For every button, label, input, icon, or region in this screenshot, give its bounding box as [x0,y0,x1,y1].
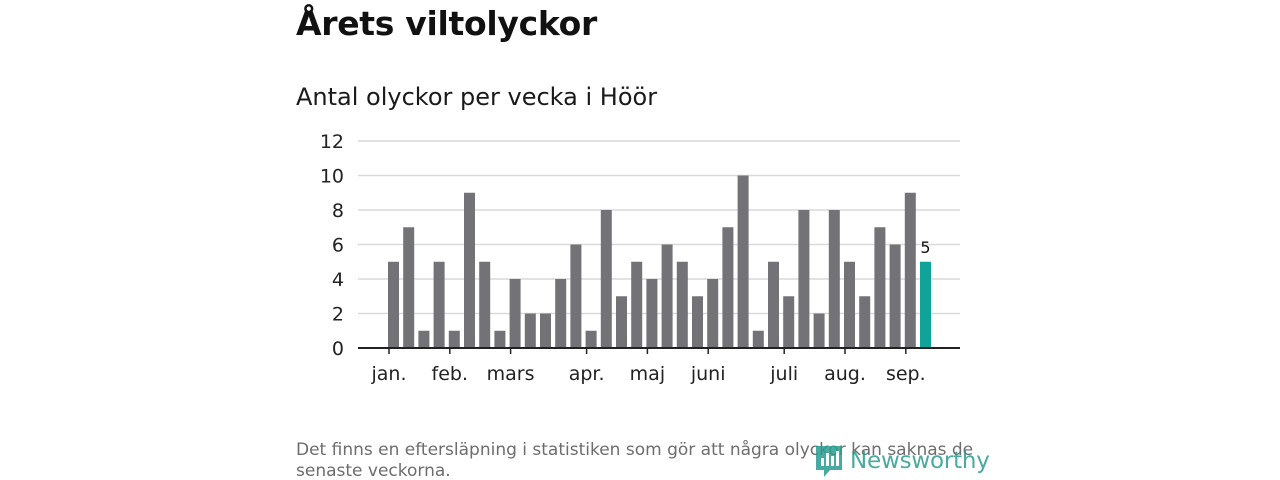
bar [904,192,916,348]
x-tick-label: jan. [370,363,406,385]
bar [813,313,825,348]
y-tick-label: 12 [320,131,344,153]
highlighted-bar [920,261,931,348]
bar [418,330,430,348]
bar [692,296,703,348]
bar [874,227,886,348]
bar [616,296,627,348]
bar [585,330,597,348]
bar [464,192,475,348]
bar [509,279,521,348]
bar [859,296,871,348]
bar [524,313,536,348]
y-tick-label: 6 [332,235,344,257]
bar [631,261,643,348]
x-tick-label: juni [690,363,726,385]
bar [707,279,719,348]
x-tick-label: aug. [824,363,866,385]
page-title: Årets viltolyckor [296,4,597,43]
bar [828,210,840,348]
bar [783,296,795,348]
bar [540,313,551,348]
bar [646,279,658,348]
bar [570,244,582,348]
bar [752,330,764,348]
bar [844,261,855,348]
bar [555,279,567,348]
bar [722,227,734,348]
x-tick-label: juli [769,363,798,385]
chart-subtitle: Antal olyckor per vecka i Höör [296,83,658,111]
bar [494,330,506,348]
bar-chart: 0 2 4 6 8 10 12 5 jan. feb. mars apr. maj juni juli aug… [320,131,960,385]
x-tick-label: apr. [569,363,605,385]
bar [388,261,399,348]
x-tick-label: sep. [886,363,926,385]
y-tick-label: 0 [332,338,344,360]
bar [403,227,415,348]
y-tick-label: 4 [332,269,344,291]
bar [798,210,810,348]
bar [768,261,779,348]
bar [676,261,688,348]
bar [889,244,901,348]
bar [433,261,445,348]
x-tick-label: mars [487,363,535,385]
data-label: 5 [920,238,930,257]
newsworthy-logo-icon [816,446,842,477]
bar [600,210,612,348]
y-tick-label: 10 [320,166,344,188]
bar [661,244,673,348]
bar [448,330,460,348]
y-tick-label: 8 [332,200,344,222]
bar [737,175,749,348]
brand-logo: Newsworthy [814,444,990,478]
y-tick-label: 2 [332,304,344,326]
x-tick-label: maj [630,363,665,385]
bar [479,261,491,348]
footnote: Det finns en eftersläpning i statistiken… [296,440,974,480]
brand-name: Newsworthy [850,448,990,474]
x-tick-label: feb. [432,363,468,385]
